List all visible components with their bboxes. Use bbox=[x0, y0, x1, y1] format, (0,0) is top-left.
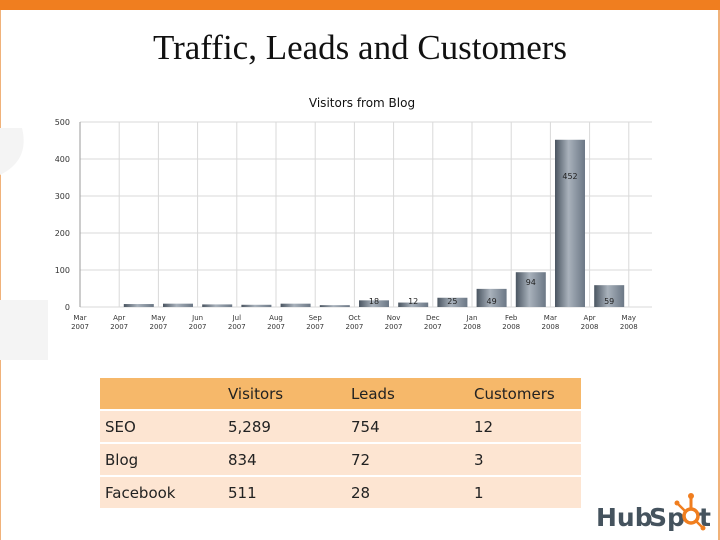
y-axis-ticks: 0 100 200 300 400 500 bbox=[55, 118, 70, 312]
x-tick-label: Jul 2007 bbox=[228, 314, 246, 331]
bar-data-label: 12 bbox=[408, 297, 418, 306]
table-cell: 1 bbox=[469, 476, 581, 510]
bar-data-label: 452 bbox=[562, 172, 577, 181]
y-tick-label: 300 bbox=[55, 192, 70, 201]
table-cell: 511 bbox=[223, 476, 346, 510]
logo-text-sp: Sp bbox=[649, 503, 685, 532]
table-header-cell: Visitors bbox=[223, 378, 346, 411]
table-row: SEO 5,289 754 12 bbox=[100, 410, 581, 444]
slide-title: Traffic, Leads and Customers bbox=[152, 28, 568, 67]
x-tick-label: Apr 2007 bbox=[110, 314, 128, 331]
chart-bars bbox=[123, 139, 625, 307]
right-border-line bbox=[718, 10, 720, 540]
bar-data-label: 59 bbox=[604, 297, 614, 306]
bar-data-label: 25 bbox=[447, 297, 457, 306]
chart-data-labels: 18 12 25 49 94 452 59 bbox=[369, 172, 614, 306]
bar bbox=[555, 139, 585, 307]
x-tick-label: Jan 2008 bbox=[463, 314, 481, 331]
table-row: Facebook 511 28 1 bbox=[100, 476, 581, 510]
table-cell: 3 bbox=[469, 443, 581, 477]
table-cell: 12 bbox=[469, 410, 581, 444]
x-tick-label: May 2008 bbox=[620, 314, 638, 331]
table-header-cell: Customers bbox=[469, 378, 581, 411]
watermark-graphic bbox=[0, 128, 48, 360]
table-cell: 28 bbox=[346, 476, 469, 510]
x-tick-label: Sep 2007 bbox=[306, 314, 324, 331]
bar-data-label: 18 bbox=[369, 297, 379, 306]
bar bbox=[359, 300, 389, 307]
table-cell: 834 bbox=[223, 443, 346, 477]
bar bbox=[515, 272, 546, 307]
y-tick-label: 400 bbox=[55, 155, 70, 164]
chart-title: Visitors from Blog bbox=[309, 96, 415, 110]
x-tick-label: Oct 2007 bbox=[345, 314, 363, 331]
table-row: Blog 834 72 3 bbox=[100, 443, 581, 477]
x-tick-label: Feb 2008 bbox=[502, 314, 520, 331]
table-cell: Facebook bbox=[100, 476, 223, 510]
bar bbox=[437, 297, 468, 307]
bar-data-label: 94 bbox=[526, 278, 536, 287]
x-tick-label: Aug 2007 bbox=[267, 314, 285, 331]
top-accent-bar bbox=[0, 0, 720, 10]
x-tick-label: Dec 2007 bbox=[424, 314, 442, 331]
x-tick-label: Mar 2008 bbox=[541, 314, 559, 331]
bar bbox=[319, 305, 350, 307]
channel-metrics-table: Visitors Leads Customers SEO 5,289 754 1… bbox=[100, 378, 581, 510]
bar-data-label: 49 bbox=[487, 297, 497, 306]
bar bbox=[476, 288, 507, 307]
y-tick-label: 0 bbox=[65, 303, 70, 312]
y-tick-label: 200 bbox=[55, 229, 70, 238]
table-header-cell: Leads bbox=[346, 378, 469, 411]
table-cell: SEO bbox=[100, 410, 223, 444]
x-tick-label: May 2007 bbox=[149, 314, 167, 331]
x-tick-label: Jun 2007 bbox=[189, 314, 207, 331]
table-cell: 72 bbox=[346, 443, 469, 477]
left-border-line bbox=[0, 10, 1, 540]
x-tick-label: Apr 2008 bbox=[581, 314, 599, 331]
bar bbox=[594, 285, 625, 307]
table-header-cell bbox=[100, 378, 223, 411]
table-header-row: Visitors Leads Customers bbox=[100, 378, 581, 411]
bar bbox=[202, 304, 233, 307]
x-axis-ticks: Mar 2007 Apr 2007 May 2007 Jun 2007 Jul 2007 Aug 20… bbox=[71, 314, 638, 331]
bar bbox=[163, 303, 193, 307]
bar bbox=[241, 304, 272, 307]
bar bbox=[398, 302, 429, 307]
x-tick-label: Mar 2007 bbox=[71, 314, 89, 331]
logo-text-t: t bbox=[699, 503, 711, 532]
hubspot-logo: Hub Sp t bbox=[596, 493, 711, 532]
bar-chart: Visitors from Blog 0 100 200 300 400 500 18 12… bbox=[55, 96, 652, 331]
bar bbox=[280, 303, 311, 307]
sprocket-icon bbox=[674, 493, 706, 531]
table-cell: Blog bbox=[100, 443, 223, 477]
y-tick-label: 500 bbox=[55, 118, 70, 127]
x-tick-label: Nov 2007 bbox=[385, 314, 403, 331]
table-cell: 754 bbox=[346, 410, 469, 444]
table-cell: 5,289 bbox=[223, 410, 346, 444]
logo-text-hub: Hub bbox=[596, 503, 653, 532]
bar bbox=[123, 304, 154, 307]
y-tick-label: 100 bbox=[55, 266, 70, 275]
